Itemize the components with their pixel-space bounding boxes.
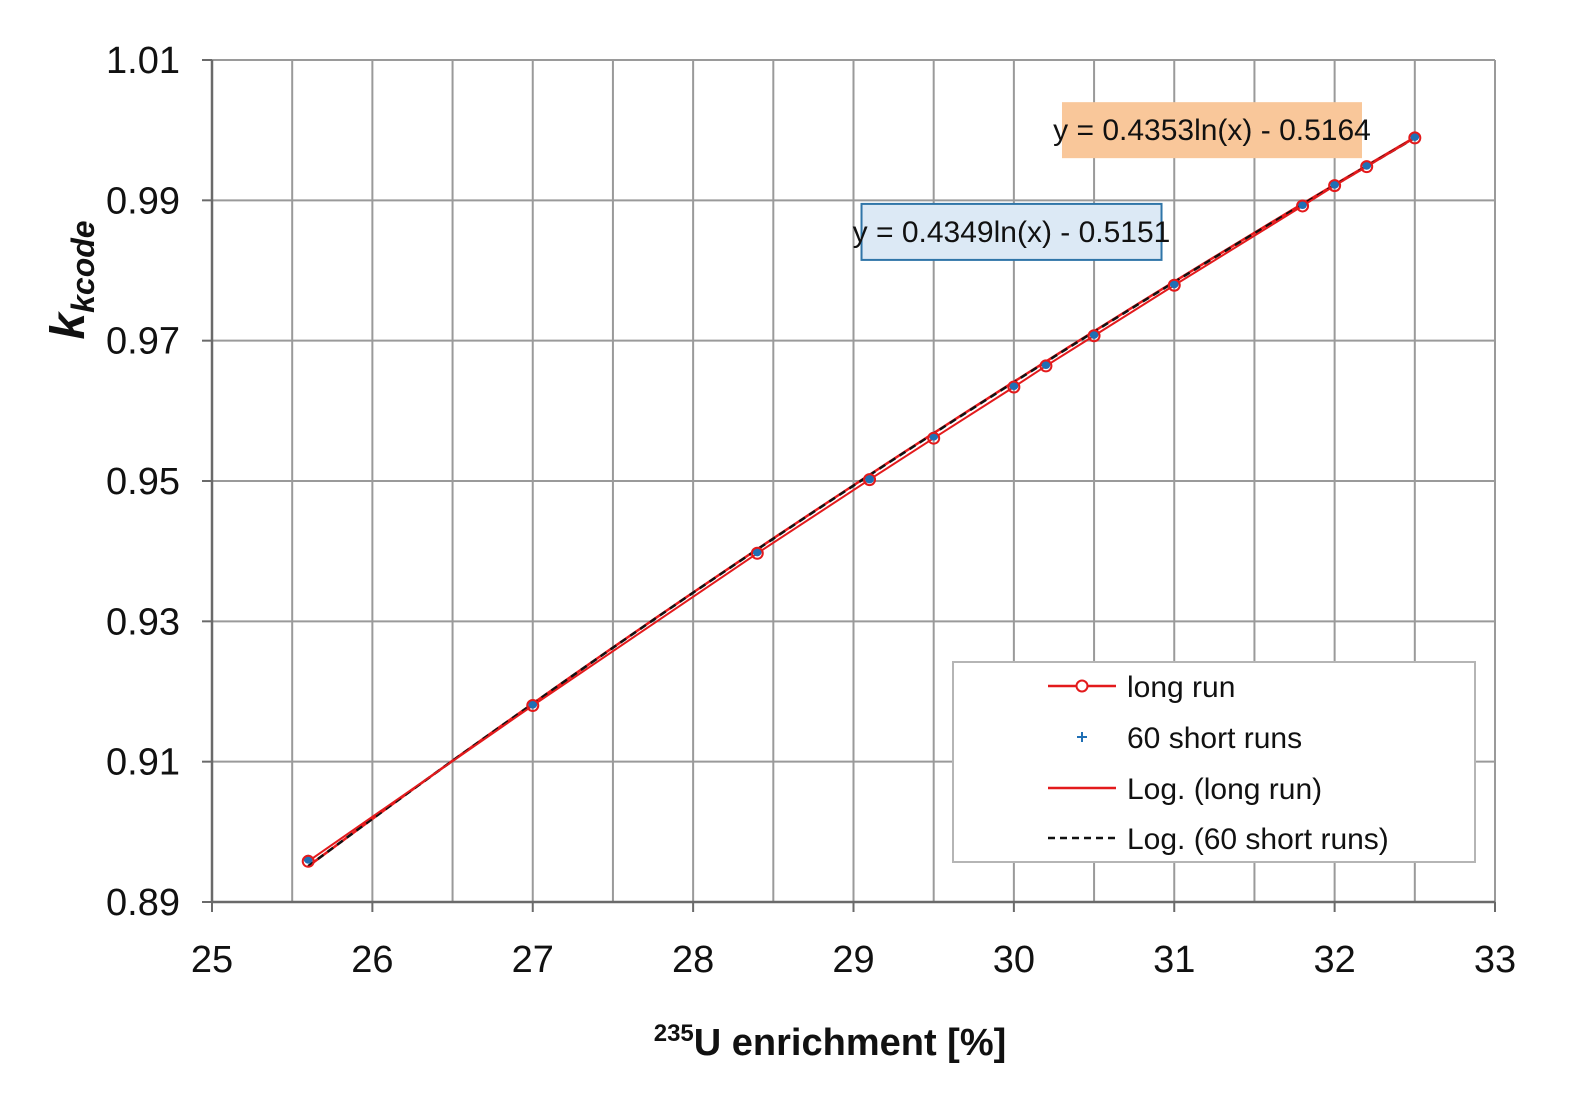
y-tick-label: 1.01 (106, 40, 180, 82)
legend-item: 60 short runs (1077, 722, 1302, 755)
short-runs-equation: y = 0.4349ln(x) - 0.5151 (853, 202, 1171, 261)
y-tick-label: 0.89 (106, 882, 180, 924)
x-tick-label: 30 (993, 939, 1035, 981)
legend-label: long run (1127, 671, 1235, 704)
long-run-point (1408, 131, 1422, 145)
short-run-point (528, 699, 538, 709)
short-run-point (1330, 179, 1340, 189)
equation-text: y = 0.4353ln(x) - 0.5164 (1053, 114, 1371, 147)
y-tick-label: 0.91 (106, 742, 180, 784)
legend-item: Log. (long run) (1048, 773, 1322, 806)
equation-box (860, 202, 1163, 261)
long-run-point (750, 546, 764, 560)
legend-item: long run (1048, 671, 1235, 704)
long-run-point (1087, 329, 1101, 343)
long-run-point (1296, 199, 1310, 213)
x-tick-label: 25 (191, 939, 233, 981)
long-run-point (526, 699, 540, 713)
trendline-equations: y = 0.4353ln(x) - 0.5164 y = 0.4349ln(x) … (853, 102, 1371, 261)
series (301, 131, 1422, 868)
y-axis-title-main: k (42, 311, 95, 340)
long-run-point (301, 854, 315, 868)
legend-swatch-marker (1075, 679, 1089, 693)
legend-item: Log. (60 short runs) (1048, 823, 1389, 856)
y-tick-label: 0.95 (106, 461, 180, 503)
short-run-point (865, 474, 875, 484)
x-tick-label: 31 (1153, 939, 1195, 981)
x-tick-label: 32 (1313, 939, 1355, 981)
equation-text: y = 0.4349ln(x) - 0.5151 (853, 216, 1171, 249)
legend-label: 60 short runs (1127, 722, 1302, 755)
legend-label: Log. (60 short runs) (1127, 823, 1389, 856)
y-axis-title-subscript: kcode (65, 220, 101, 312)
long-run-point (1360, 160, 1374, 174)
legend: long run 60 short runs Log. (long run) Log.… (952, 661, 1476, 863)
x-tick-label: 26 (351, 939, 393, 981)
x-axis-title-main: U enrichment [%] (694, 1022, 1006, 1064)
legend-label: Log. (long run) (1127, 773, 1322, 806)
y-tick-label: 0.99 (106, 180, 180, 222)
short-run-point (1410, 131, 1420, 141)
x-tick-label: 28 (672, 939, 714, 981)
equation-box (1061, 102, 1362, 159)
long-run-point (1039, 359, 1053, 373)
x-tick-label: 33 (1474, 939, 1516, 981)
short-run-point (1009, 381, 1019, 391)
trendline-short-runs (307, 136, 1416, 868)
x-axis-title-superscript: 235 (654, 1020, 694, 1047)
short-run-point (1362, 160, 1372, 170)
axes: 0.89 0.91 0.93 0.95 0.97 0.99 1.01 25 26 27 28 29 30… (106, 40, 1516, 981)
long-run-point (1167, 278, 1181, 292)
short-run-point (1169, 279, 1179, 289)
short-run-point (1298, 200, 1308, 210)
short-run-point (1041, 360, 1051, 370)
x-tick-label: 27 (512, 939, 554, 981)
x-tick-label: 29 (832, 939, 874, 981)
long-run-point (927, 431, 941, 445)
short-run-point (1089, 329, 1099, 339)
legend-box (952, 661, 1476, 863)
long-run-equation: y = 0.4353ln(x) - 0.5164 (1053, 102, 1371, 159)
y-axis-title: kkcode (42, 220, 101, 339)
long-run-point (863, 473, 877, 487)
y-tick-label: 0.93 (106, 601, 180, 643)
x-axis-title: 235U enrichment [%] (654, 1020, 1007, 1064)
short-run-point (752, 547, 762, 557)
long-run-point (1328, 179, 1342, 193)
y-tick-label: 0.97 (106, 321, 180, 363)
long-run-point (1007, 380, 1021, 394)
